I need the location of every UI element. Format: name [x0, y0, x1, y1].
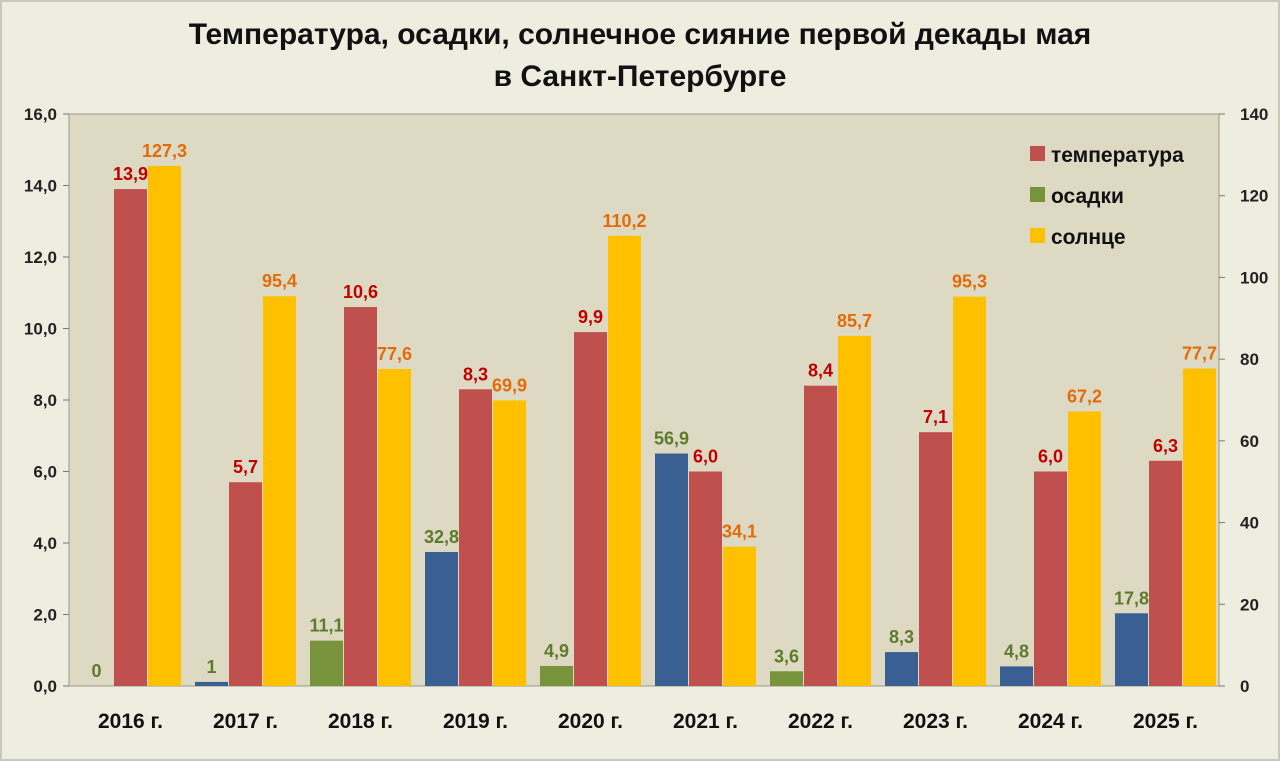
left-axis-tick-label: 10,0 — [24, 320, 57, 339]
data-label-солнце: 77,7 — [1182, 344, 1217, 364]
data-label-солнце: 85,7 — [837, 311, 872, 331]
right-axis-tick-label: 20 — [1240, 595, 1259, 614]
bar-осадки — [310, 640, 343, 686]
bar-солнце — [263, 296, 296, 686]
bar-температура — [1034, 471, 1067, 686]
left-axis-tick-label: 0,0 — [33, 677, 57, 696]
bar-температура — [689, 471, 722, 686]
data-label-температура: 9,9 — [578, 307, 603, 327]
bar-осадки — [1115, 613, 1148, 686]
bar-осадки — [195, 681, 228, 686]
category-label: 2018 г. — [328, 710, 393, 733]
category-label: 2017 г. — [213, 710, 278, 733]
data-label-температура: 13,9 — [113, 164, 148, 184]
right-axis-tick-label: 100 — [1240, 268, 1268, 287]
category-label: 2021 г. — [673, 710, 738, 733]
left-axis-tick-label: 6,0 — [33, 463, 57, 482]
data-label-осадки: 8,3 — [889, 627, 914, 647]
right-axis-tick-label: 140 — [1240, 105, 1268, 124]
legend-label: солнце — [1051, 226, 1126, 249]
left-axis-tick-label: 16,0 — [24, 105, 57, 124]
category-label: 2023 г. — [903, 710, 968, 733]
data-label-солнце: 69,9 — [492, 375, 527, 395]
data-label-температура: 10,6 — [343, 282, 378, 302]
left-axis-tick-label: 4,0 — [33, 534, 57, 553]
chart-title-line-2: в Санкт-Петербурге — [493, 60, 787, 93]
data-label-температура: 6,0 — [1038, 447, 1063, 467]
left-axis-tick-label: 14,0 — [24, 177, 57, 196]
bar-солнце — [148, 165, 181, 687]
data-label-осадки: 4,9 — [544, 641, 569, 661]
bar-осадки — [885, 652, 918, 686]
bar-солнце — [723, 546, 756, 686]
right-axis-tick-label: 40 — [1240, 514, 1259, 533]
bar-температура — [459, 389, 492, 686]
data-label-температура: 8,3 — [463, 364, 488, 384]
category-label: 2016 г. — [98, 710, 163, 733]
data-label-температура: 5,7 — [233, 457, 258, 477]
data-label-температура: 8,4 — [808, 361, 833, 381]
data-label-осадки: 0 — [91, 661, 101, 681]
legend-swatch — [1030, 228, 1045, 243]
chart-title: Температура, осадки, солнечное сияние пе… — [0, 14, 1280, 98]
legend-label: осадки — [1051, 185, 1124, 208]
data-label-солнце: 95,4 — [262, 271, 297, 291]
left-axis-tick-label: 12,0 — [24, 248, 57, 267]
legend-label: температура — [1051, 144, 1184, 167]
bar-осадки — [655, 453, 688, 686]
data-label-солнце: 67,2 — [1067, 386, 1102, 406]
bar-температура — [1149, 460, 1182, 686]
legend-swatch — [1030, 187, 1045, 202]
data-label-осадки: 1 — [206, 657, 216, 677]
legend-swatch — [1030, 146, 1045, 161]
data-label-осадки: 56,9 — [654, 429, 689, 449]
chart-title-line-1: Температура, осадки, солнечное сияние пе… — [188, 18, 1092, 51]
right-axis-tick-label: 60 — [1240, 432, 1259, 451]
bar-осадки — [540, 665, 573, 686]
bar-солнце — [378, 368, 411, 686]
category-label: 2020 г. — [558, 710, 623, 733]
category-label: 2025 г. — [1133, 710, 1198, 733]
bar-температура — [229, 482, 262, 686]
bar-солнце — [838, 335, 871, 686]
data-label-солнце: 95,3 — [952, 272, 987, 292]
bar-осадки — [1000, 666, 1033, 686]
bar-осадки — [770, 671, 803, 686]
left-axis-tick-label: 2,0 — [33, 606, 57, 625]
data-label-температура: 6,3 — [1153, 436, 1178, 456]
right-axis-tick-label: 0 — [1240, 677, 1249, 696]
bar-солнце — [608, 235, 641, 687]
data-label-осадки: 32,8 — [424, 527, 459, 547]
category-label: 2022 г. — [788, 710, 853, 733]
bar-температура — [114, 189, 147, 686]
data-label-осадки: 4,8 — [1004, 641, 1029, 661]
bar-температура — [919, 432, 952, 686]
bar-температура — [344, 307, 377, 686]
category-label: 2019 г. — [443, 710, 508, 733]
data-label-осадки: 17,8 — [1114, 588, 1149, 608]
data-label-температура: 7,1 — [923, 407, 948, 427]
bar-температура — [804, 385, 837, 686]
category-label: 2024 г. — [1018, 710, 1083, 733]
bar-солнце — [953, 296, 986, 686]
right-axis-tick-label: 80 — [1240, 350, 1259, 369]
data-label-температура: 6,0 — [693, 447, 718, 467]
left-axis-tick-label: 8,0 — [33, 391, 57, 410]
data-label-солнце: 127,3 — [142, 141, 187, 161]
data-label-осадки: 11,1 — [309, 616, 343, 636]
bar-солнце — [493, 400, 526, 686]
data-label-солнце: 110,2 — [602, 211, 646, 231]
data-label-солнце: 34,1 — [722, 522, 757, 542]
bar-температура — [574, 332, 607, 686]
bar-осадки — [425, 551, 458, 686]
bar-солнце — [1183, 368, 1216, 686]
bar-солнце — [1068, 411, 1101, 686]
data-label-солнце: 77,6 — [377, 344, 412, 364]
right-axis-tick-label: 120 — [1240, 187, 1268, 206]
data-label-осадки: 3,6 — [774, 646, 799, 666]
